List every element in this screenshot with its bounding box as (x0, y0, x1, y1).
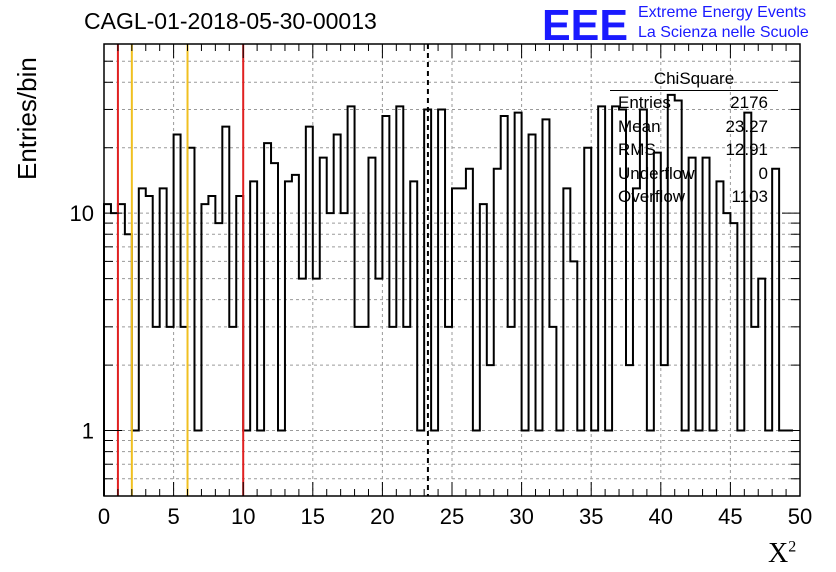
logo-line-1: Extreme Energy Events (638, 4, 807, 21)
logo-line-2: La Scienza nelle Scuole (638, 24, 809, 41)
x-axis-label-base: X (768, 538, 789, 569)
histogram-bin (501, 116, 508, 496)
histogram-bin (445, 327, 452, 496)
y-axis-label-box: Entries/bin (6, 40, 42, 200)
histogram-bin (772, 169, 779, 496)
histogram-bin (208, 196, 215, 496)
histogram-bin (424, 109, 431, 496)
histogram-bin (403, 327, 410, 496)
stats-value: 2176 (730, 93, 768, 112)
x-axis-label: X2 (768, 538, 796, 570)
histogram-bin (751, 327, 758, 496)
x-tick-label: 0 (98, 504, 110, 529)
histogram-bin (515, 113, 522, 496)
stats-row-entries: Entries 2176 (610, 91, 778, 115)
stats-key: Underflow (618, 163, 695, 183)
histogram-bin (355, 327, 362, 496)
histogram-bin (396, 106, 403, 496)
histogram-bin (215, 223, 222, 496)
stats-value: 23.27 (725, 116, 768, 136)
x-tick-label: 45 (718, 504, 742, 529)
histogram-bin (285, 181, 292, 496)
chart-title: CAGL-01-2018-05-30-00013 (84, 8, 377, 34)
x-tick-label: 25 (440, 504, 464, 529)
stats-row-underflow: Underflow 0 (610, 162, 778, 186)
x-tick-label: 10 (231, 504, 255, 529)
y-axis-label: Entries/bin (12, 57, 42, 180)
x-tick-label: 15 (301, 504, 325, 529)
histogram-bin (716, 181, 723, 496)
histogram-bin (730, 223, 737, 496)
stats-row-rms: RMS 12.91 (610, 138, 778, 162)
histogram-bin (466, 169, 473, 496)
x-axis-label-superscript: 2 (788, 538, 797, 556)
histogram-bin (264, 143, 271, 496)
histogram-bin (758, 279, 765, 496)
histogram-bin (153, 327, 160, 496)
eee-logo: EEE (542, 1, 628, 44)
logo-mark: EEE (542, 1, 628, 44)
x-tick-label: 40 (649, 504, 673, 529)
histogram-bin (410, 181, 417, 496)
histogram-bin (584, 148, 591, 496)
histogram-bin (167, 327, 174, 496)
histogram-bin (229, 327, 236, 496)
histogram-bin (341, 213, 348, 496)
stats-value: 0 (758, 163, 768, 183)
stats-key: RMS (618, 140, 656, 159)
histogram-bin (382, 116, 389, 496)
axes-layer: 0 5 10 15 20 25 30 35 40 45 50 1 10 (70, 43, 812, 529)
histogram-bin (327, 213, 334, 496)
logo-caption: Extreme Energy Events La Scienza nelle S… (638, 3, 809, 43)
histogram-bin (201, 204, 208, 496)
histogram-bin (529, 135, 536, 496)
histogram-bin (598, 106, 605, 496)
histogram-bin (542, 119, 549, 496)
histogram-bin (181, 327, 188, 496)
histogram-outline (103, 93, 794, 496)
x-tick-label: 35 (579, 504, 603, 529)
stats-key: Mean (618, 116, 661, 136)
y-tick-label: 1 (82, 419, 94, 444)
x-tick-label: 20 (370, 504, 394, 529)
stats-value: 1103 (731, 187, 768, 206)
stats-key: Entries (618, 93, 671, 112)
histogram-bin (389, 327, 396, 496)
histogram-bin (299, 279, 306, 496)
stats-title: ChiSquare (610, 68, 778, 91)
y-tick-label: 10 (70, 201, 94, 226)
histogram-bin (362, 327, 369, 496)
histogram-bin (508, 327, 515, 496)
x-tick-label: 30 (509, 504, 533, 529)
stats-value: 12.91 (725, 140, 768, 159)
histogram-bin (146, 196, 153, 496)
histogram-bars (103, 93, 794, 496)
histogram-bin (174, 135, 181, 496)
histogram-bin (236, 196, 243, 496)
histogram-bin (334, 135, 341, 496)
histogram-bin (570, 261, 577, 496)
stats-key: Overflow (618, 187, 686, 206)
threshold-lines (116, 44, 429, 496)
stats-box: ChiSquare Entries 2176 Mean 23.27 RMS 12… (610, 68, 778, 209)
x-tick-label: 5 (167, 504, 179, 529)
stats-row-mean: Mean 23.27 (610, 115, 778, 139)
x-tick-label: 50 (788, 504, 812, 529)
histogram-bin (480, 204, 487, 496)
histogram-bin (104, 204, 111, 496)
histogram-bin (118, 204, 125, 496)
stats-row-overflow: Overflow 1103 (610, 185, 778, 209)
histogram-bin (494, 169, 501, 496)
histogram-bin (111, 213, 118, 496)
histogram-bin (348, 106, 355, 496)
histogram-bin (250, 181, 257, 496)
histogram-bin (723, 213, 730, 496)
histogram-bin (375, 279, 382, 496)
histogram-bin (438, 109, 445, 496)
histogram-bin (313, 279, 320, 496)
histogram-bin (188, 148, 195, 496)
histogram-bin (549, 327, 556, 496)
